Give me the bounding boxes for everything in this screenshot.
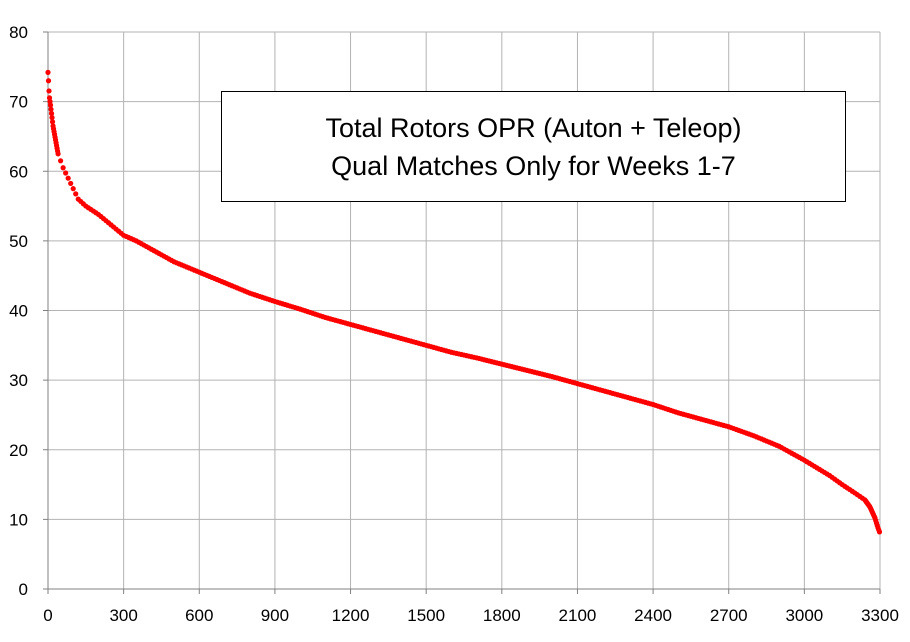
- data-point-20: [55, 151, 61, 157]
- y-tick-label-40: 40: [9, 302, 28, 321]
- x-tick-label-2700: 2700: [710, 606, 748, 625]
- y-tick-label-70: 70: [9, 93, 28, 112]
- x-tick-label-1500: 1500: [407, 606, 445, 625]
- x-tick-label-300: 300: [109, 606, 137, 625]
- x-tick-label-3300: 3300: [861, 606, 899, 625]
- x-axis-tick-labels: 0 300 600 900 1200 1500 1800 2100 2400 2700 3000 33…: [43, 606, 899, 625]
- y-tick-label-20: 20: [9, 441, 28, 460]
- y-tick-label-50: 50: [9, 232, 28, 251]
- data-point-359: [876, 529, 883, 535]
- y-axis-tick-labels: 0 10 20 30 40 50 60 70 80: [9, 23, 28, 599]
- data-point-26: [70, 186, 76, 192]
- data-point-6: [48, 106, 54, 112]
- data-point-5: [47, 102, 54, 108]
- chart-title-line-1: Total Rotors OPR (Auton + Teleop): [325, 112, 742, 143]
- data-point-27: [73, 191, 79, 197]
- data-point-22: [60, 165, 66, 171]
- x-tick-label-600: 600: [185, 606, 213, 625]
- data-point-23: [63, 170, 69, 176]
- data-point-21: [58, 158, 64, 164]
- chart-title-line-2: Qual Matches Only for Weeks 1-7: [331, 150, 736, 181]
- data-point-25: [68, 180, 74, 187]
- data-point-24: [65, 175, 71, 181]
- axes: [43, 31, 881, 594]
- data-point-9: [49, 119, 56, 125]
- y-tick-label-10: 10: [9, 510, 28, 529]
- x-tick-label-2400: 2400: [634, 606, 672, 625]
- data-point-7: [48, 110, 55, 117]
- y-tick-label-30: 30: [9, 371, 28, 390]
- chart-title-box: Total Rotors OPR (Auton + Teleop) Qual M…: [221, 91, 846, 202]
- data-point-1: [45, 78, 52, 84]
- data-series-points: [45, 69, 883, 535]
- x-tick-label-1200: 1200: [332, 606, 370, 625]
- x-tick-label-0: 0: [43, 606, 52, 625]
- data-point-0: [45, 69, 51, 75]
- y-tick-label-80: 80: [9, 23, 28, 42]
- data-point-8: [49, 115, 55, 121]
- y-tick-label-0: 0: [19, 580, 28, 599]
- x-tick-label-1800: 1800: [483, 606, 521, 625]
- data-point-2: [46, 88, 52, 94]
- x-tick-label-2100: 2100: [559, 606, 597, 625]
- x-tick-label-3000: 3000: [785, 606, 823, 625]
- x-tick-label-900: 900: [261, 606, 289, 625]
- y-tick-label-60: 60: [9, 162, 28, 181]
